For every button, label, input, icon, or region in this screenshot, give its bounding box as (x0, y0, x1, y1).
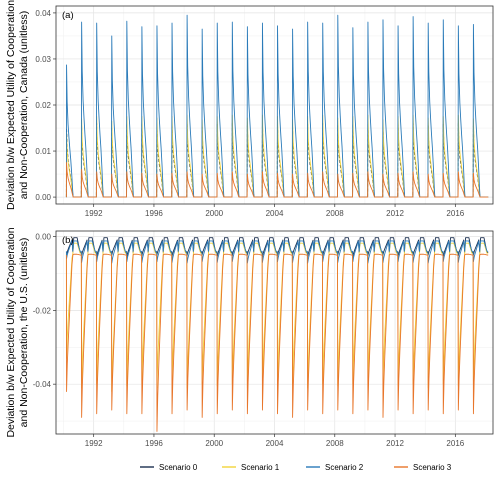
x-tick-label: 1992 (85, 209, 103, 218)
x-tick-label: 1992 (85, 439, 103, 448)
legend-label-2: Scenario 2 (325, 463, 364, 472)
x-tick-label: 2000 (205, 209, 223, 218)
y-tick-label: 0.03 (35, 55, 51, 64)
panel-tag: (b) (62, 235, 74, 246)
legend: Scenario 0 Scenario 1 Scenario 2 Scenario 3 (140, 463, 452, 472)
x-tick-label: 1996 (145, 439, 163, 448)
x-tick-label: 1996 (145, 209, 163, 218)
series-line-s3 (65, 162, 489, 198)
legend-label-1: Scenario 1 (241, 463, 280, 472)
series-line-s3 (65, 253, 489, 432)
x-tick-label: 2008 (326, 209, 344, 218)
x-tick-label: 2016 (446, 209, 464, 218)
x-tick-label: 2016 (446, 439, 464, 448)
panel-tag: (a) (62, 10, 74, 21)
x-tick-label: 2012 (386, 209, 404, 218)
y-tick-label: -0.04 (33, 380, 52, 389)
y-axis-title: and Non-Cooperation, the U.S. (unitless) (18, 238, 30, 428)
y-tick-label: 0.00 (35, 193, 51, 202)
y-tick-label: 0.04 (35, 9, 51, 18)
y-axis-title: Deviation b/w Expected Utility of Cooper… (5, 0, 17, 210)
y-axis-title: Deviation b/w Expected Utility of Cooper… (5, 227, 17, 437)
panel-b-us: 0.00 -0.02 -0.04 1992 1996 2000 2004 2008 2012 20… (5, 227, 494, 448)
y-tick-label: 0.00 (35, 233, 51, 242)
series-line-s2 (65, 240, 489, 264)
x-tick-label: 2000 (205, 439, 223, 448)
y-tick-label: 0.02 (35, 101, 51, 110)
panel-a-canada: 0.00 0.01 0.02 0.03 0.04 1992 1996 2000 2004 2008… (5, 0, 494, 218)
x-tick-label: 2008 (326, 439, 344, 448)
legend-label-3: Scenario 3 (413, 463, 452, 472)
x-tick-label: 2004 (266, 439, 284, 448)
y-tick-label: -0.02 (33, 306, 52, 315)
y-axis-title: and Non-Cooperation, Canada (unitless) (18, 11, 30, 200)
x-tick-label: 2012 (386, 439, 404, 448)
x-tick-label: 2004 (266, 209, 284, 218)
legend-label-0: Scenario 0 (159, 463, 198, 472)
y-tick-label: 0.01 (35, 147, 51, 156)
